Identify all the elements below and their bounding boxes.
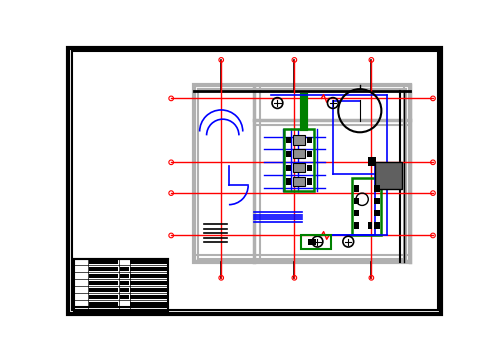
Bar	[286, 151, 291, 157]
Bar	[120, 288, 129, 292]
Bar	[74, 258, 168, 311]
Bar	[120, 295, 129, 299]
Bar	[307, 165, 312, 171]
Bar	[293, 177, 305, 186]
Bar	[286, 179, 291, 185]
Bar	[89, 302, 118, 305]
Bar	[194, 85, 410, 262]
Bar	[130, 288, 167, 292]
Bar	[307, 151, 312, 157]
Bar	[130, 295, 167, 299]
Bar	[375, 162, 402, 189]
Bar	[120, 274, 129, 278]
Bar	[374, 222, 380, 228]
Bar	[89, 281, 118, 285]
Bar	[293, 149, 305, 159]
Bar	[130, 260, 167, 264]
Bar	[120, 281, 129, 285]
Bar	[374, 185, 380, 192]
Bar	[130, 274, 167, 278]
Bar	[89, 260, 118, 264]
Bar	[354, 198, 359, 204]
Bar	[286, 137, 291, 143]
Bar	[89, 267, 118, 271]
Bar	[308, 239, 316, 246]
Bar	[130, 281, 167, 285]
Bar	[374, 198, 380, 204]
Bar	[354, 210, 359, 216]
Bar	[120, 267, 129, 271]
Bar	[130, 267, 167, 271]
Bar	[284, 129, 314, 191]
Bar	[371, 157, 376, 166]
Bar	[354, 222, 359, 228]
Bar	[89, 295, 118, 299]
Bar	[367, 157, 372, 166]
Bar	[374, 210, 380, 216]
Bar	[352, 178, 381, 236]
Bar	[307, 137, 312, 143]
Bar	[354, 185, 359, 192]
Bar	[198, 89, 406, 258]
Bar	[307, 179, 312, 185]
Bar	[286, 165, 291, 171]
Bar	[89, 288, 118, 292]
Bar	[89, 274, 118, 278]
Bar	[293, 163, 305, 172]
Bar	[301, 236, 331, 249]
Bar	[367, 222, 372, 228]
Bar	[130, 302, 167, 305]
Bar	[293, 135, 305, 145]
